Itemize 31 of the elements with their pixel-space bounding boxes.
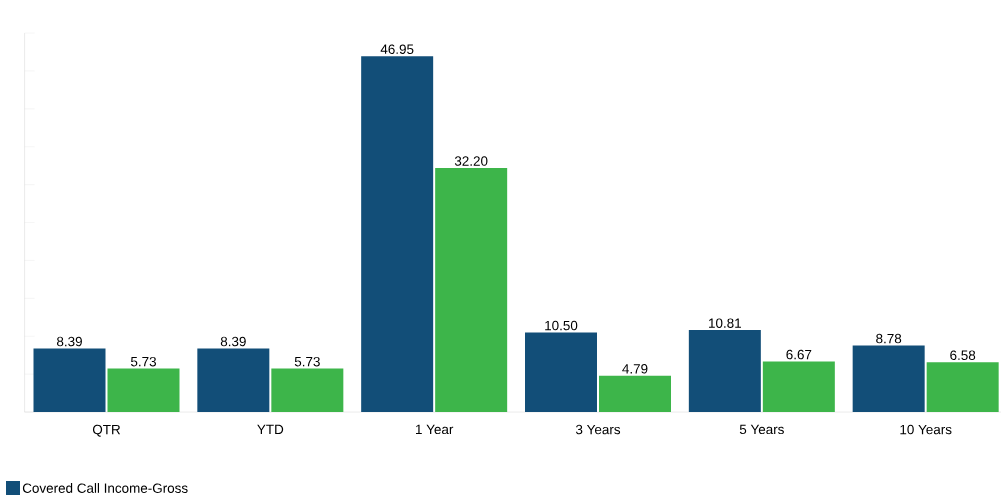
data-label: 4.79: [622, 364, 648, 374]
x-tick-label: 10 Years: [900, 424, 952, 435]
data-label: 10.81: [709, 318, 742, 328]
bar: [525, 332, 597, 413]
bar: [361, 56, 434, 413]
data-label: 46.95: [380, 44, 414, 54]
data-label: 6.67: [786, 349, 812, 360]
bar: [688, 330, 761, 413]
data-label: 5.73: [294, 356, 320, 367]
bar: [852, 345, 925, 413]
x-tick-label: 1 Year: [416, 424, 454, 435]
data-label: 8.39: [220, 336, 246, 347]
bar: [107, 368, 180, 413]
data-label: 8.39: [56, 336, 82, 347]
data-label: 8.78: [876, 333, 902, 344]
data-label: 10.50: [545, 320, 578, 331]
x-tick-label: 3 Years: [575, 424, 621, 435]
bar: [197, 348, 270, 413]
bar: [599, 375, 671, 413]
bar: [762, 361, 835, 413]
x-tick-label: 5 Years: [739, 424, 784, 435]
legend-label: Covered Call Income-Gross: [22, 483, 188, 493]
data-label: 32.20: [454, 156, 488, 166]
x-tick-label: YTD: [257, 424, 284, 434]
bar: [435, 167, 508, 413]
bar: [926, 362, 999, 413]
data-label: 5.73: [130, 356, 156, 367]
bar: [33, 348, 106, 413]
x-tick-label: QTR: [92, 424, 121, 437]
data-label: 6.58: [950, 350, 976, 360]
bar: [271, 368, 344, 413]
